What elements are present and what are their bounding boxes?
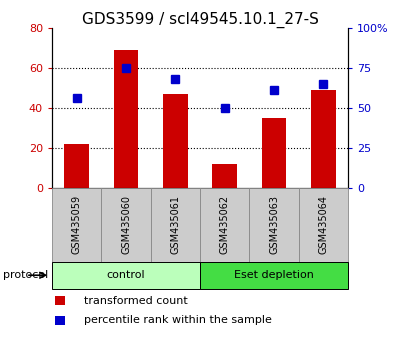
Text: GSM435062: GSM435062 (220, 195, 230, 255)
Bar (163, 94, 188, 188)
Text: control: control (107, 270, 145, 280)
Text: transformed count: transformed count (84, 296, 188, 306)
Text: GSM435061: GSM435061 (170, 195, 180, 254)
Bar (262, 118, 286, 188)
Bar (311, 90, 336, 188)
Text: percentile rank within the sample: percentile rank within the sample (84, 315, 272, 325)
Text: protocol: protocol (3, 270, 48, 280)
Text: GSM435063: GSM435063 (269, 195, 279, 254)
Bar (114, 50, 138, 188)
Text: GSM435060: GSM435060 (121, 195, 131, 254)
Bar (64, 144, 89, 188)
Title: GDS3599 / scl49545.10.1_27-S: GDS3599 / scl49545.10.1_27-S (82, 12, 318, 28)
Text: GSM435064: GSM435064 (318, 195, 328, 254)
Bar (212, 164, 237, 188)
Text: GSM435059: GSM435059 (72, 195, 82, 255)
Text: Eset depletion: Eset depletion (234, 270, 314, 280)
